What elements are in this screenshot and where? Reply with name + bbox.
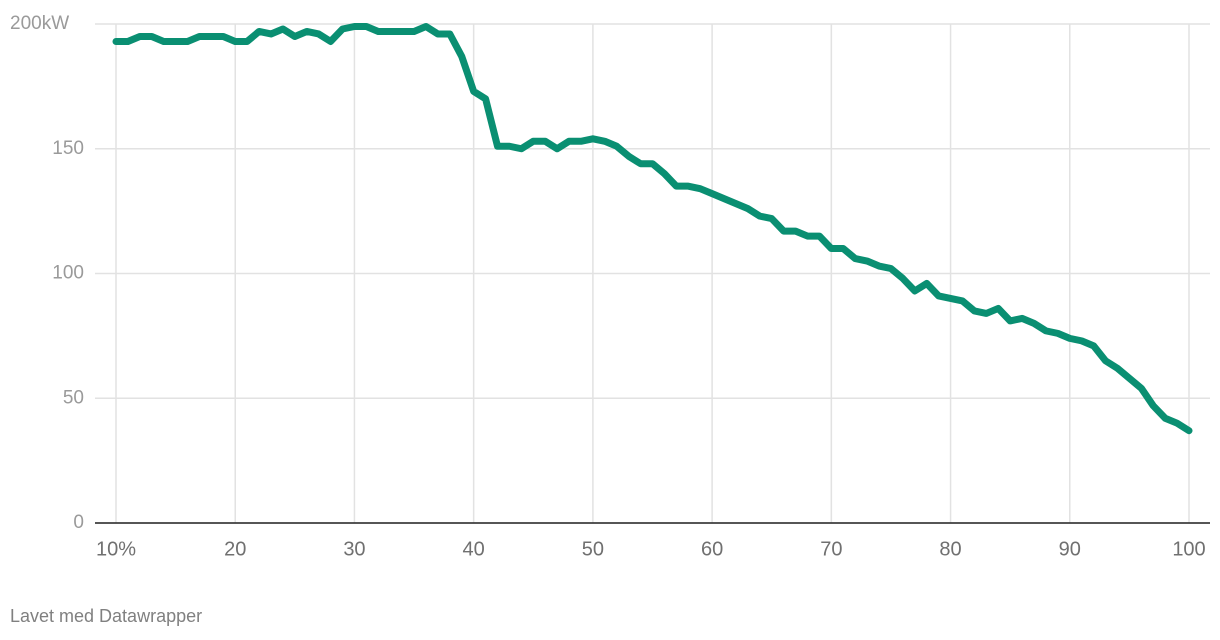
x-tick-label: 90 [1059,538,1081,560]
y-tick-label: 200kW [10,13,69,34]
data-line [112,22,1193,435]
y-tick-label: 150 [52,138,84,159]
x-tick-label: 70 [820,538,842,560]
y-tick-label: 50 [63,387,84,408]
x-tick-label: 20 [224,538,246,560]
x-tick-label: 40 [463,538,485,560]
x-tick-label: 80 [939,538,961,560]
x-tick-label: 30 [343,538,365,560]
x-tick-label: 60 [701,538,723,560]
x-tick-label: 10% [96,538,136,560]
y-tick-label: 0 [73,512,84,533]
x-tick-label: 50 [582,538,604,560]
y-tick-label: 100 [52,263,84,284]
source: Lavet med Datawrapper [10,606,202,626]
x-tick-label: 100 [1172,538,1205,560]
